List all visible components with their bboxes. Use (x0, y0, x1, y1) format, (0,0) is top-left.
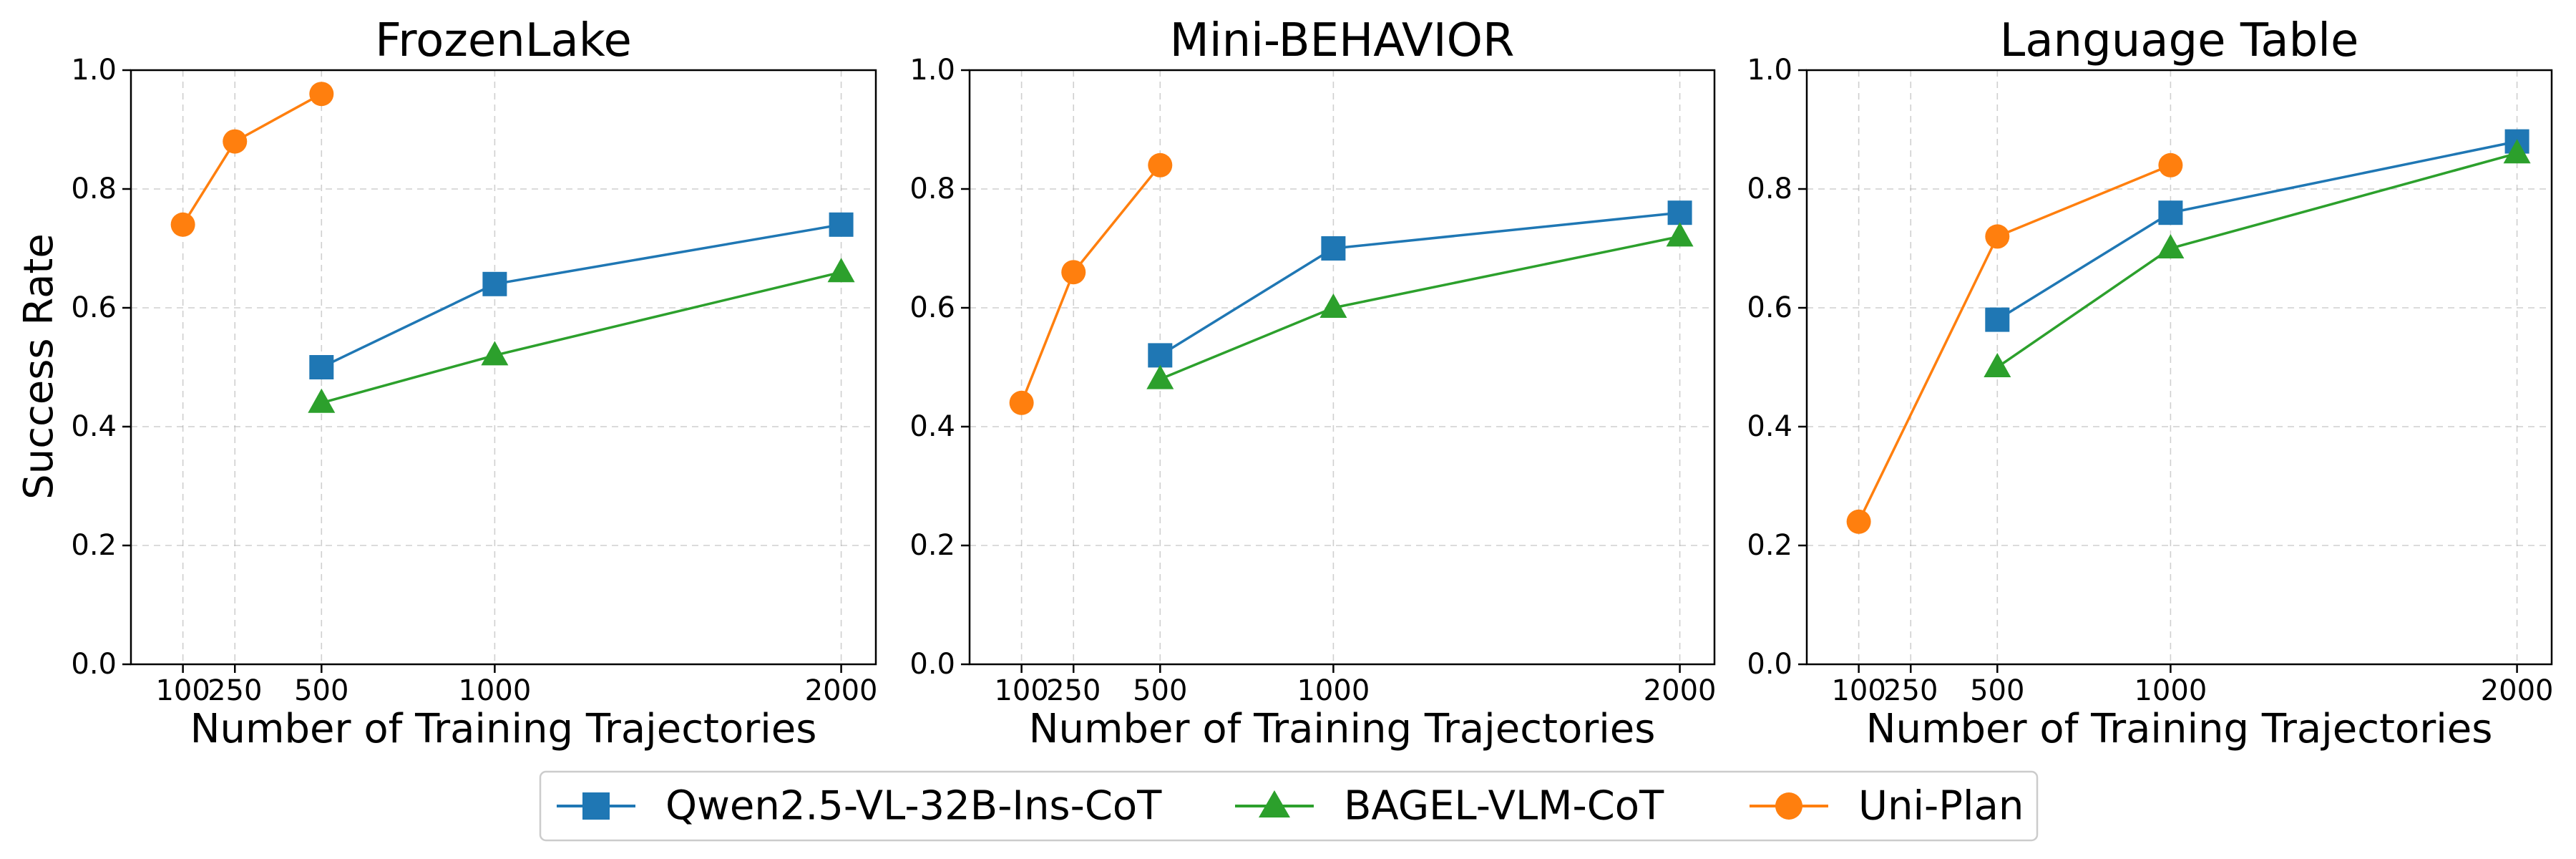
frozenlake-ytick-label-0: 0.0 (71, 648, 117, 681)
mini-behavior-ytick-label-2: 0.4 (909, 410, 955, 443)
language-table-xtick-label-3: 1000 (2134, 674, 2207, 707)
frozenlake-bagel-vlm-cot-point-1 (481, 341, 509, 366)
frozenlake-qwen2-5-vl-32b-ins-cot-point-0 (309, 355, 334, 379)
language-table-xtick-label-1: 250 (1883, 674, 1938, 707)
language-table-uni-plan-point-0 (1846, 509, 1871, 534)
language-table-qwen2-5-vl-32b-ins-cot-point-0 (1985, 307, 2010, 332)
legend-uniplan-label: Uni-Plan (1858, 783, 2024, 830)
language-table-title: Language Table (2000, 14, 2359, 67)
frozenlake-xtick-label-2: 500 (294, 674, 348, 707)
mini-behavior-ytick-label-0: 0.0 (909, 648, 955, 681)
mini-behavior-bagel-vlm-cot-point-1 (1319, 293, 1347, 318)
mini-behavior-ytick-label-4: 0.8 (909, 173, 955, 205)
frozenlake-xtick-label-4: 2000 (805, 674, 878, 707)
language-table-xtick-label-0: 100 (1831, 674, 1885, 707)
frozenlake-ytick-label-1: 0.2 (71, 529, 117, 562)
mini-behavior-xtick-label-3: 1000 (1297, 674, 1370, 707)
mini-behavior-xtick-label-2: 500 (1133, 674, 1187, 707)
frozenlake-uni-plan-point-0 (170, 212, 195, 237)
language-table-x-axis-label: Number of Training Trajectories (1866, 706, 2493, 752)
frozenlake-bagel-vlm-cot-point-2 (827, 258, 855, 283)
legend-qwen-label: Qwen2.5-VL-32B-Ins-CoT (665, 783, 1162, 830)
mini-behavior-xtick-label-1: 250 (1046, 674, 1101, 707)
frozenlake-ytick-label-4: 0.8 (71, 173, 117, 205)
mini-behavior-x-axis-label: Number of Training Trajectories (1029, 706, 1656, 752)
mini-behavior-title: Mini-BEHAVIOR (1170, 14, 1515, 67)
language-table-ytick-label-3: 0.6 (1747, 291, 1792, 324)
language-table-xtick-label-4: 2000 (2481, 674, 2554, 707)
mini-behavior-qwen2-5-vl-32b-ins-cot-point-1 (1321, 236, 1346, 261)
mini-behavior-bagel-vlm-cot-point-2 (1666, 222, 1694, 247)
mini-behavior-xtick-label-0: 100 (994, 674, 1048, 707)
frozenlake-qwen2-5-vl-32b-ins-cot-point-1 (482, 271, 507, 296)
mini-behavior-axes-frame (968, 69, 1716, 666)
legend-item-uniplan: Uni-Plan (1750, 783, 2024, 830)
language-table-xtick-label-2: 500 (1970, 674, 2024, 707)
mini-behavior-ytick-label-3: 0.6 (909, 291, 955, 324)
legend: Qwen2.5-VL-32B-Ins-CoT BAGEL-VLM-CoT Uni… (539, 770, 2039, 842)
frozenlake-axes-frame (130, 69, 877, 666)
legend-bagel-triangle-marker (1259, 790, 1290, 817)
legend-qwen-square-marker (582, 792, 610, 820)
legend-uniplan-circle-marker (1775, 792, 1802, 820)
language-table-qwen2-5-vl-32b-ins-cot-point-1 (2158, 200, 2183, 225)
language-table-bagel-vlm-cot-point-1 (2157, 234, 2185, 258)
frozenlake-ytick-label-2: 0.4 (71, 410, 117, 443)
frozenlake-uni-plan-point-2 (309, 82, 334, 107)
legend-item-qwen: Qwen2.5-VL-32B-Ins-CoT (557, 783, 1162, 830)
frozenlake-ytick-label-5: 1.0 (71, 54, 117, 87)
y-axis-label: Success Rate (16, 233, 62, 500)
language-table-ytick-label-2: 0.4 (1747, 410, 1792, 443)
mini-behavior-qwen2-5-vl-32b-ins-cot-point-0 (1148, 343, 1173, 368)
mini-behavior-bagel-vlm-cot-point-0 (1146, 364, 1174, 389)
frozenlake-xtick-label-0: 100 (155, 674, 210, 707)
mini-behavior-uni-plan-point-1 (1061, 260, 1086, 285)
frozenlake-ytick-label-3: 0.6 (71, 291, 117, 324)
language-table-axes-frame (1805, 69, 2553, 666)
language-table-ytick-label-1: 0.2 (1747, 529, 1792, 562)
legend-bagel-label: BAGEL-VLM-CoT (1344, 783, 1664, 830)
frozenlake-title: FrozenLake (375, 14, 632, 67)
mini-behavior-uni-plan-point-2 (1148, 152, 1173, 178)
language-table-bagel-vlm-cot-point-2 (2503, 139, 2531, 164)
mini-behavior-uni-plan-point-0 (1009, 390, 1034, 415)
language-table-uni-plan-point-2 (2158, 152, 2183, 178)
mini-behavior-ytick-label-1: 0.2 (909, 529, 955, 562)
frozenlake-xtick-label-3: 1000 (458, 674, 531, 707)
frozenlake-xtick-label-1: 250 (208, 674, 262, 707)
language-table-uni-plan-point-1 (1985, 224, 2010, 249)
language-table-ytick-label-4: 0.8 (1747, 173, 1792, 205)
mini-behavior-qwen2-5-vl-32b-ins-cot-point-2 (1667, 200, 1692, 225)
frozenlake-bagel-vlm-cot-point-0 (308, 388, 336, 413)
frozenlake-x-axis-label: Number of Training Trajectories (190, 706, 817, 752)
frozenlake-qwen2-5-vl-32b-ins-cot-point-2 (829, 212, 854, 237)
mini-behavior-ytick-label-5: 1.0 (909, 54, 955, 87)
mini-behavior-xtick-label-4: 2000 (1644, 674, 1717, 707)
language-table-bagel-vlm-cot-point-0 (1984, 353, 2011, 377)
frozenlake-uni-plan-point-1 (223, 129, 248, 154)
language-table-ytick-label-0: 0.0 (1747, 648, 1792, 681)
legend-item-bagel: BAGEL-VLM-CoT (1235, 783, 1664, 830)
language-table-ytick-label-5: 1.0 (1747, 54, 1792, 87)
